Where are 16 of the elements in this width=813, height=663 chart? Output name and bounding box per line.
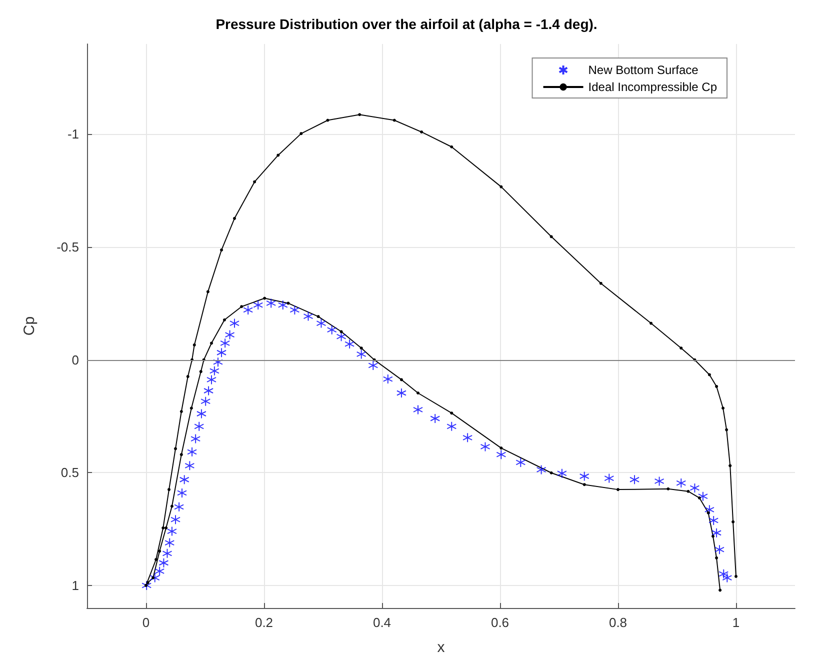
legend-label: Ideal Incompressible Cp	[588, 80, 718, 94]
y-axis-title: Cp	[21, 316, 38, 336]
y-tick-label: 0	[72, 352, 79, 368]
y-tick-label: 0.5	[60, 465, 79, 480]
x-tick-label: 0.8	[608, 615, 628, 630]
x-tick-label: 1	[732, 615, 740, 630]
x-tick-label: 0	[142, 615, 150, 630]
x-tick-label: 0.6	[490, 615, 510, 630]
legend-label: New Bottom Surface	[588, 63, 699, 77]
y-tick-label: -1	[67, 126, 79, 142]
y-tick-label: 1	[72, 578, 79, 593]
x-tick-label: 0.2	[254, 615, 274, 630]
chart-title: Pressure Distribution over the airfoil at (alpha = -1.4 deg).	[216, 16, 598, 32]
x-axis-title: x	[437, 639, 446, 656]
y-tick-label: -0.5	[56, 240, 79, 255]
x-tick-label: 0.4	[372, 615, 392, 630]
